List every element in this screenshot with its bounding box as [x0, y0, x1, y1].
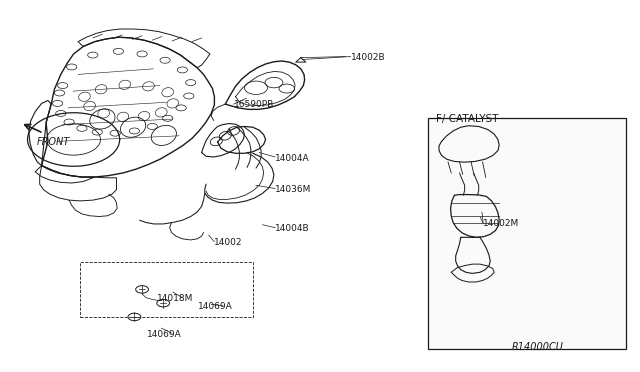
Text: 14069A: 14069A [147, 330, 182, 339]
Text: 14002: 14002 [214, 238, 243, 247]
Text: 14002M: 14002M [483, 219, 520, 228]
Bar [428, 118, 626, 349]
Text: F/ CATALYST: F/ CATALYST [436, 113, 499, 124]
Text: 14002B: 14002B [351, 53, 385, 62]
Text: 14004B: 14004B [275, 224, 310, 233]
Text: 14004A: 14004A [275, 154, 310, 163]
Text: 14018M: 14018M [157, 294, 193, 303]
Text: 14069A: 14069A [198, 302, 233, 311]
Text: 14036M: 14036M [275, 185, 312, 194]
Text: 16590PB: 16590PB [234, 100, 274, 109]
Text: FRONT: FRONT [37, 137, 70, 147]
Text: R14000CU: R14000CU [511, 341, 564, 352]
